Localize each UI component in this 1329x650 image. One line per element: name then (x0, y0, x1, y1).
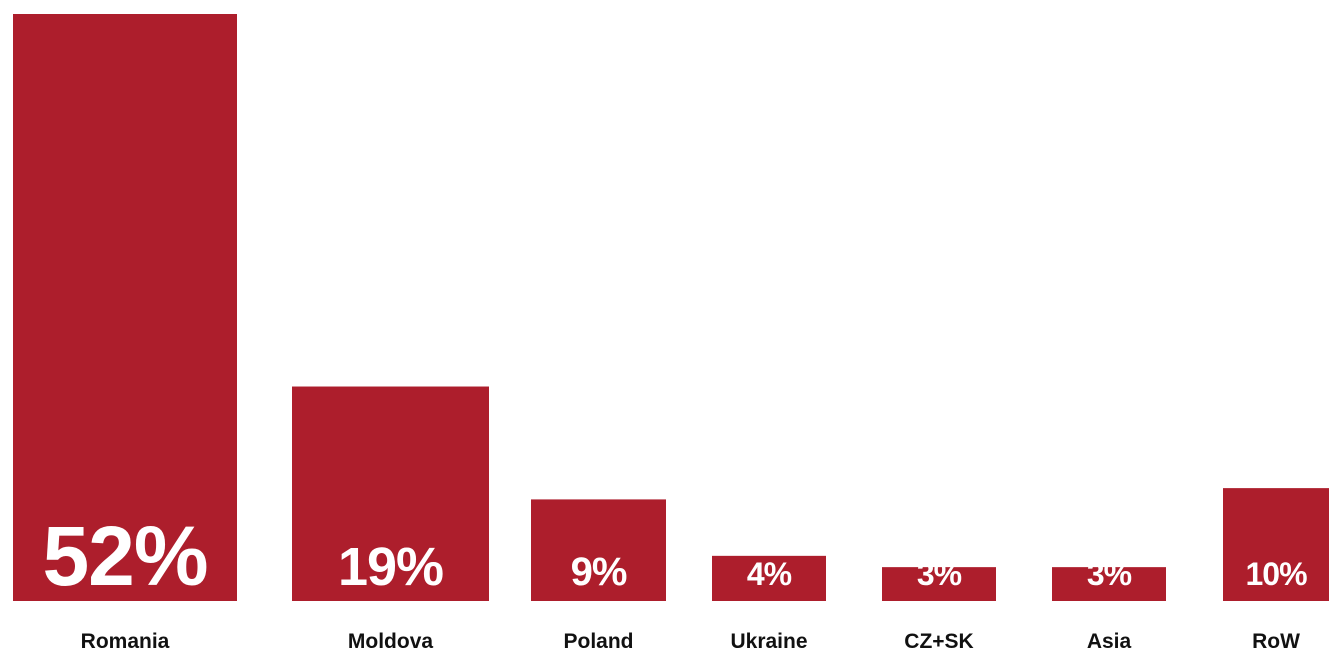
bar-row (1223, 488, 1329, 601)
category-label: Romania (81, 630, 170, 650)
bar-value-label: 3% (917, 556, 962, 592)
category-label: Moldova (348, 630, 433, 650)
bars-group (13, 14, 1329, 601)
bar-cz-sk (882, 567, 996, 601)
category-label: Poland (563, 630, 633, 650)
category-labels-group: Romania Moldova Poland Ukraine CZ+SK Asia RoW (81, 630, 1300, 650)
value-labels-group: 52% 19% 9% 4% 3% 3% 10% (42, 509, 1308, 603)
bar-moldova (292, 386, 489, 601)
category-label: Asia (1087, 630, 1132, 650)
bar-value-label: 10% (1245, 556, 1307, 592)
bar-romania (13, 14, 237, 601)
bar-value-label: 52% (42, 509, 207, 603)
category-label: RoW (1252, 630, 1300, 650)
bar-poland (531, 499, 666, 601)
category-label: Ukraine (730, 630, 807, 650)
bar-value-label: 9% (571, 550, 627, 594)
bar-ukraine (712, 555, 826, 601)
bar-value-label: 19% (338, 537, 443, 597)
bar-value-label: 3% (1087, 556, 1132, 592)
bar-asia (1052, 567, 1166, 601)
category-label: CZ+SK (904, 630, 973, 650)
bar-value-label: 4% (747, 556, 792, 592)
